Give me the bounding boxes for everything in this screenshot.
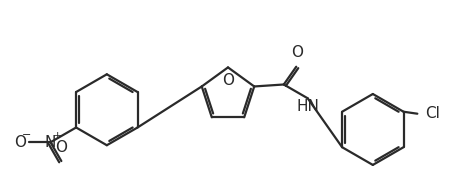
- Text: O: O: [222, 73, 233, 88]
- Text: +: +: [53, 131, 62, 141]
- Text: O: O: [14, 135, 26, 150]
- Text: O: O: [55, 140, 67, 155]
- Text: Cl: Cl: [424, 106, 439, 121]
- Text: −: −: [22, 130, 31, 140]
- Text: HN: HN: [296, 99, 318, 114]
- Text: N: N: [45, 135, 56, 150]
- Text: O: O: [291, 45, 303, 60]
